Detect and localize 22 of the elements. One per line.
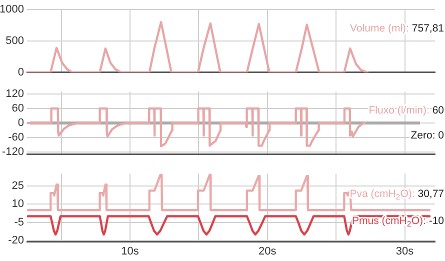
series-label: Fluxo (l/min): bbox=[368, 104, 430, 116]
y-tick-label: 1000 bbox=[0, 4, 24, 16]
x-tick-label: 20s bbox=[258, 245, 277, 258]
y-tick-label: 0 bbox=[18, 66, 24, 78]
annotation: 30,77 bbox=[414, 188, 444, 200]
y-tick-label: 120 bbox=[6, 88, 24, 100]
y-tick-label: 0 bbox=[18, 117, 24, 130]
series-label: Volume (ml): bbox=[350, 22, 409, 34]
y-tick-label: -120 bbox=[2, 146, 24, 158]
y-tick-label: 10 bbox=[12, 198, 24, 210]
x-tick-label: 30s bbox=[396, 245, 414, 258]
ref-line-label: Zero: 0 bbox=[410, 129, 444, 142]
y-tick-label: -5 bbox=[14, 216, 24, 228]
annotation: 757,81 bbox=[408, 22, 444, 34]
y-tick-label: -60 bbox=[8, 132, 24, 144]
y-tick-label: 500 bbox=[6, 35, 24, 48]
y-tick-label: -20 bbox=[8, 234, 24, 247]
y-tick-label: 60 bbox=[12, 102, 24, 115]
y-tick-label: 25 bbox=[12, 180, 24, 192]
annotation: 60 bbox=[429, 104, 444, 116]
x-tick-label: 10s bbox=[121, 245, 140, 258]
annotation: -10 bbox=[426, 215, 444, 228]
